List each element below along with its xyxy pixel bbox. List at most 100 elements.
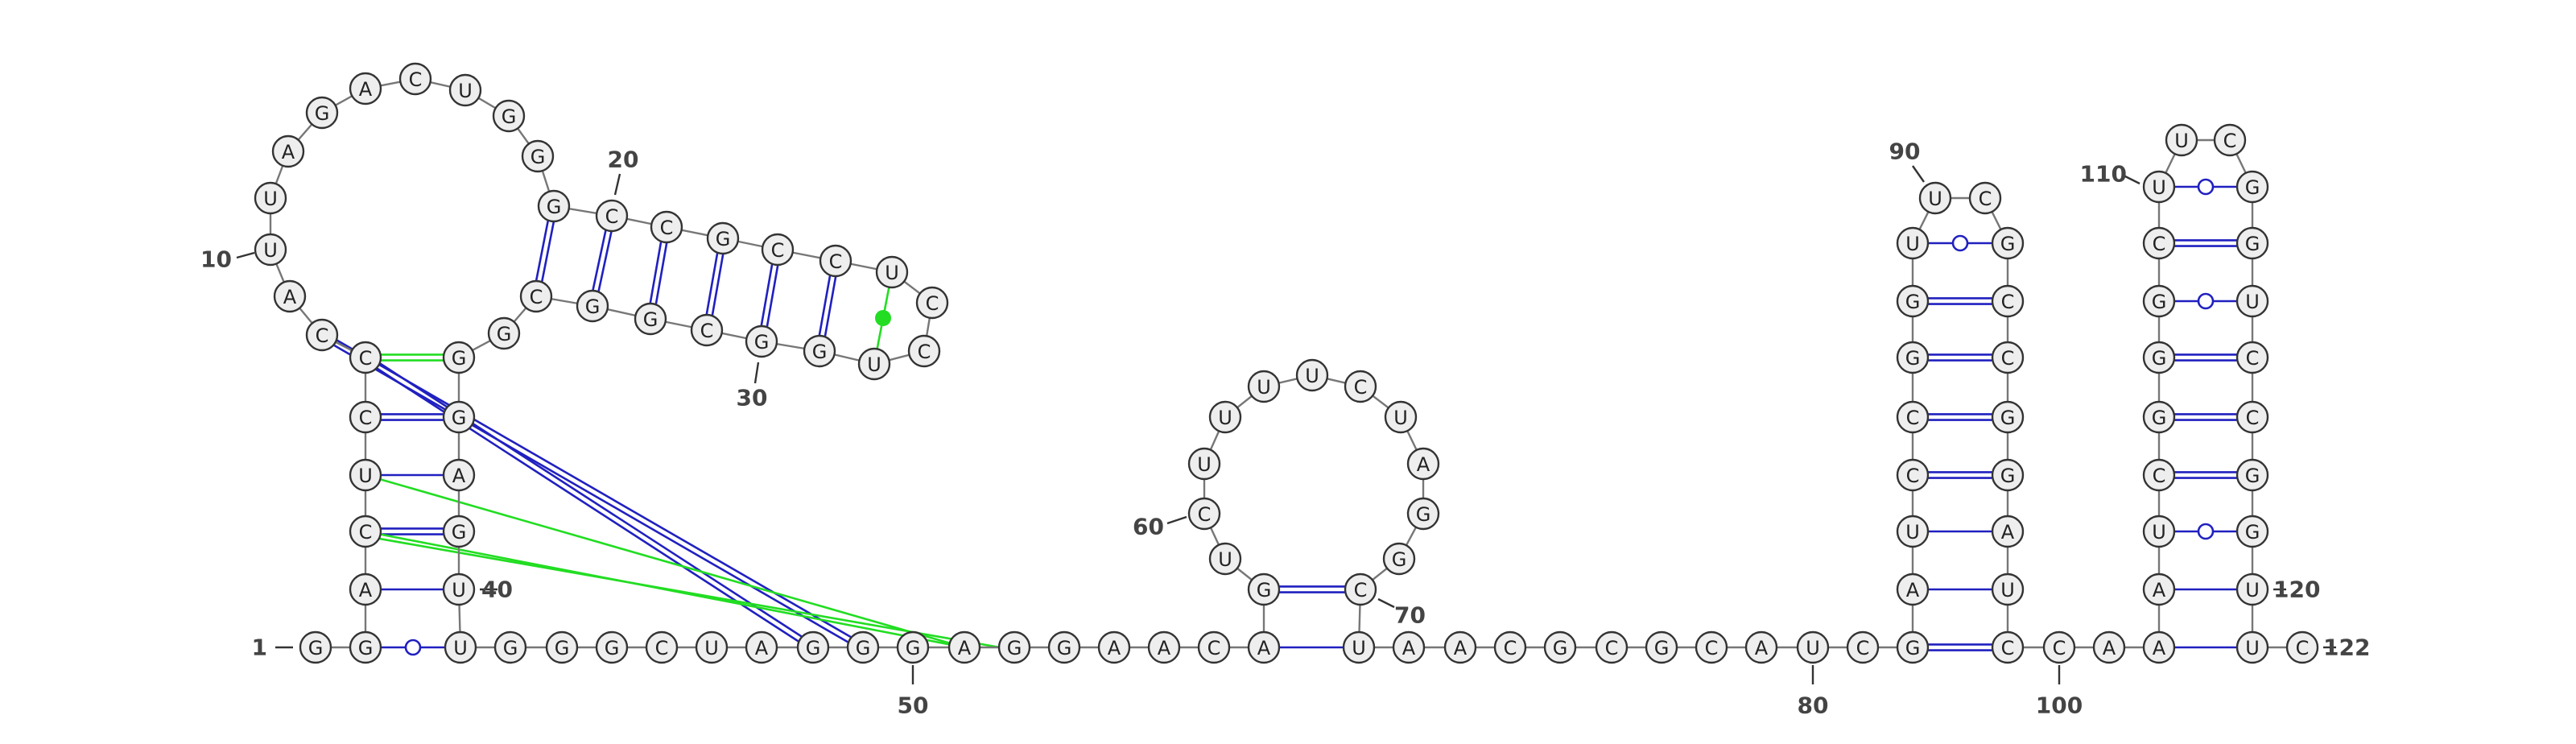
nucleotide-circle xyxy=(1896,572,1930,606)
nucleotide-circle xyxy=(1247,370,1281,403)
nucleotide-circle xyxy=(1247,572,1281,606)
nucleotide-letter: C xyxy=(1504,637,1517,659)
pair-marker xyxy=(1951,234,1969,252)
nucleotide-letter: C xyxy=(1979,188,1992,210)
pair-line xyxy=(365,535,1001,649)
nucleotide-letter: U xyxy=(453,637,468,659)
nucleotide-circle xyxy=(857,347,891,381)
nucleotide-letter: G xyxy=(2152,407,2167,429)
nucleotide-letter: C xyxy=(926,292,939,315)
nucleotide-circle xyxy=(761,233,795,267)
nucleotide-letter: G xyxy=(452,407,467,429)
nucleotide-circle xyxy=(1991,515,2025,548)
nucleotide-circle xyxy=(442,572,476,606)
nucleotide-circle xyxy=(650,210,683,244)
nucleotide-letter: U xyxy=(1218,407,1232,429)
nucleotide-circle xyxy=(706,221,740,255)
nucleotide-circle xyxy=(595,199,629,233)
number-tick xyxy=(1912,165,1925,183)
nucleotide-letter: G xyxy=(716,228,731,250)
nucleotide-letter: C xyxy=(1354,376,1368,399)
nucleotide-circle xyxy=(2165,123,2198,157)
nucleotide-letter: C xyxy=(359,407,373,429)
nucleotide-letter: A xyxy=(1454,637,1468,659)
nucleotide-letter: A xyxy=(283,286,297,308)
nucleotide-circle xyxy=(349,515,382,548)
nucleotide-letter: G xyxy=(555,637,570,659)
nucleotide-circle xyxy=(1543,630,1577,664)
nucleotide-circle xyxy=(299,630,332,664)
nucleotide-circle xyxy=(1645,630,1678,664)
nucleotide-circle xyxy=(1187,497,1221,531)
nucleotide-circle xyxy=(444,630,477,664)
nucleotide-circle xyxy=(1896,630,1930,664)
nucleotide-circle xyxy=(576,289,609,323)
nucleotide-letter: C xyxy=(409,68,423,91)
nucleotide-circle xyxy=(1295,358,1329,392)
number-label: 30 xyxy=(737,385,768,411)
nucleotide-circle xyxy=(1918,181,1952,215)
nucleotide-letter: G xyxy=(806,637,821,659)
nucleotide-letter: U xyxy=(2174,130,2189,152)
nucleotide-circle xyxy=(349,72,382,105)
nucleotide-letter: G xyxy=(503,637,518,659)
nucleotide-letter: C xyxy=(1198,503,1212,526)
base-pairs xyxy=(320,178,2252,656)
number-label: 110 xyxy=(2080,161,2127,188)
nucleotide-circle xyxy=(1896,341,1930,374)
nucleotide-letter: G xyxy=(2000,465,2016,487)
nucleotide-letter: U xyxy=(1905,521,1920,544)
nucleotide-circle xyxy=(2285,630,2319,664)
nucleotide-letter: C xyxy=(655,637,669,659)
nucleotide-letter: G xyxy=(906,637,921,659)
nucleotide-circle xyxy=(1991,400,2025,434)
nucleotide-letter: U xyxy=(1257,376,1271,399)
nucleotide-circle xyxy=(2142,284,2176,318)
nucleotide-circle xyxy=(537,189,571,223)
nucleotide-letter: G xyxy=(1057,637,1072,659)
nucleotide-circle xyxy=(254,233,287,267)
number-label: 40 xyxy=(481,577,513,603)
nucleotide-letter: G xyxy=(358,637,374,659)
nucleotide-letter: A xyxy=(1402,637,1416,659)
nucleotide-circle xyxy=(1406,497,1440,531)
nucleotide-circle xyxy=(2142,572,2176,606)
nucleotide-letter: G xyxy=(547,196,562,218)
number-label: 60 xyxy=(1133,514,1164,540)
nucleotide-circle xyxy=(896,630,930,664)
nucleotide-letter: U xyxy=(1218,548,1232,571)
nucleotide-letter: C xyxy=(918,341,931,363)
nucleotide-letter: U xyxy=(2245,637,2260,659)
nucleotide-letter: C xyxy=(1208,637,1221,659)
nucleotide-letter: U xyxy=(1393,407,1408,429)
nucleotide-circle xyxy=(545,630,579,664)
nucleotide-circle xyxy=(1896,284,1930,318)
nucleotide-letter: G xyxy=(315,102,330,125)
nucleotide-circle xyxy=(2142,400,2176,434)
nucleotide-letter: G xyxy=(2152,291,2167,313)
nucleotide-letter: U xyxy=(1905,233,1920,255)
nucleotide-circle xyxy=(271,134,305,168)
nucleotide-letter: G xyxy=(1257,579,1272,601)
number-label: 90 xyxy=(1889,138,1921,165)
nucleotide-circle xyxy=(349,400,382,434)
nucleotide-circle xyxy=(875,255,909,289)
nucleotide-letter: G xyxy=(2245,176,2260,199)
nucleotide-letter: U xyxy=(452,579,466,601)
nucleotide-circle xyxy=(1968,181,2002,215)
nucleotide-circle xyxy=(1896,400,1930,434)
nucleotide-circle xyxy=(2235,284,2269,318)
nucleotide-circle xyxy=(803,334,836,368)
nucleotide-letter: U xyxy=(2245,291,2260,313)
number-label: 122 xyxy=(2323,634,2370,661)
nucleotide-letter: A xyxy=(1257,637,1271,659)
pair-marker xyxy=(2197,178,2215,196)
nucleotide-circle xyxy=(1208,400,1242,434)
number-tick xyxy=(236,251,255,259)
nucleotide-letter: U xyxy=(885,262,899,284)
nucleotide-circle xyxy=(2235,226,2269,260)
nucleotide-circle xyxy=(1991,341,2025,374)
nucleotide-circle xyxy=(2235,630,2269,664)
nucleotide-circle xyxy=(273,279,307,313)
